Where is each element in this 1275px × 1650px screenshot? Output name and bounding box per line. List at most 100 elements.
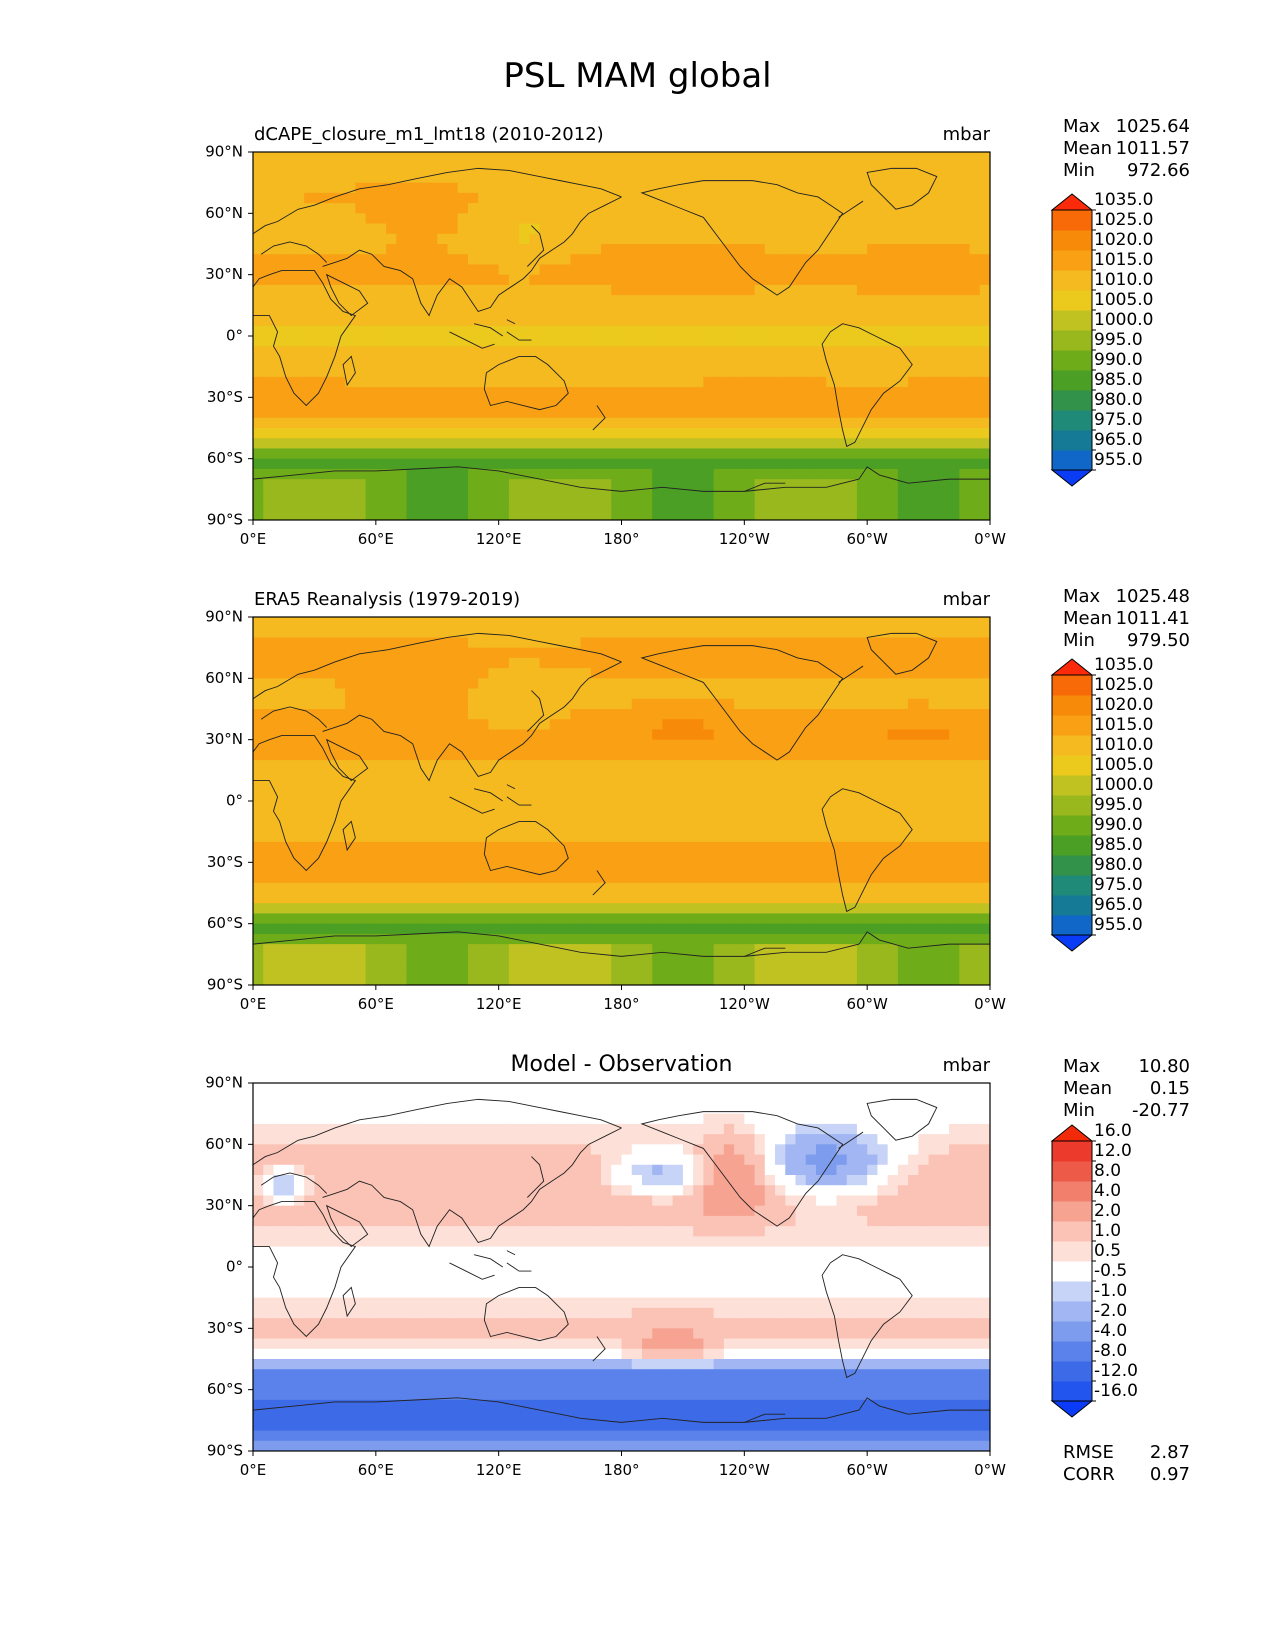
field-cell bbox=[672, 325, 684, 337]
field-cell bbox=[734, 841, 745, 853]
field-cell bbox=[938, 417, 950, 429]
field-cell bbox=[918, 780, 930, 792]
field-cell bbox=[805, 315, 817, 327]
field-cell bbox=[867, 862, 879, 874]
field-cell bbox=[345, 780, 356, 792]
field-cell bbox=[488, 346, 500, 358]
field-cell bbox=[846, 627, 858, 639]
field-cell bbox=[611, 862, 623, 874]
field-cell bbox=[877, 509, 889, 520]
field-cell bbox=[764, 841, 776, 853]
field-cell bbox=[918, 489, 930, 501]
field-cell bbox=[764, 152, 776, 163]
field-cell bbox=[549, 264, 561, 276]
field-cell bbox=[590, 760, 602, 771]
field-cell bbox=[396, 668, 408, 679]
field-cell bbox=[529, 295, 541, 306]
field-cell bbox=[478, 264, 490, 276]
field-cell bbox=[611, 668, 623, 679]
field-cell bbox=[979, 841, 990, 853]
field-cell bbox=[775, 678, 786, 690]
field-cell bbox=[590, 770, 602, 782]
field-cell bbox=[355, 657, 367, 669]
field-cell bbox=[795, 223, 807, 235]
field-cell bbox=[263, 182, 275, 194]
field-cell bbox=[764, 617, 776, 628]
field-cell bbox=[928, 780, 940, 792]
field-cell bbox=[846, 213, 858, 225]
field-cell bbox=[406, 831, 418, 843]
field-cell bbox=[570, 407, 582, 419]
field-cell bbox=[273, 852, 285, 863]
field-cell bbox=[764, 366, 776, 378]
field-cell bbox=[713, 893, 725, 904]
field-cell bbox=[631, 499, 643, 511]
field-cell bbox=[396, 709, 408, 720]
field-cell bbox=[457, 657, 469, 669]
field-cell bbox=[447, 923, 459, 935]
field-cell bbox=[969, 933, 981, 945]
field-cell bbox=[611, 346, 623, 358]
field-cell bbox=[918, 264, 930, 276]
field-cell bbox=[713, 647, 725, 659]
field-cell bbox=[304, 893, 316, 904]
field-cell bbox=[908, 770, 919, 782]
field-cell bbox=[959, 264, 971, 276]
field-cell bbox=[263, 821, 275, 833]
field-cell bbox=[447, 903, 459, 915]
field-cell bbox=[631, 479, 643, 490]
field-cell bbox=[314, 811, 326, 823]
field-cell bbox=[693, 162, 704, 174]
field-cell bbox=[365, 479, 377, 490]
field-cell bbox=[263, 841, 275, 853]
field-cell bbox=[734, 499, 745, 511]
field-cell bbox=[703, 387, 715, 398]
field-cell bbox=[764, 668, 776, 679]
field-cell bbox=[764, 244, 776, 255]
field-cell bbox=[949, 387, 960, 398]
field-cell bbox=[918, 152, 930, 163]
field-cell bbox=[519, 509, 530, 520]
field-cell bbox=[682, 760, 694, 771]
field-cell bbox=[795, 780, 807, 792]
field-cell bbox=[641, 305, 653, 317]
field-cell bbox=[427, 668, 438, 679]
field-cell bbox=[836, 647, 848, 659]
field-cell bbox=[867, 264, 879, 276]
field-cell bbox=[621, 397, 633, 409]
field-cell bbox=[345, 801, 356, 812]
field-cell bbox=[938, 739, 950, 751]
field-cell bbox=[795, 933, 807, 945]
field-cell bbox=[652, 647, 664, 659]
field-cell bbox=[334, 944, 346, 955]
field-cell bbox=[969, 223, 981, 235]
field-cell bbox=[508, 305, 520, 317]
field-cell bbox=[754, 893, 766, 904]
field-cell bbox=[253, 923, 264, 935]
field-cell bbox=[529, 509, 541, 520]
field-cell bbox=[293, 801, 305, 812]
field-cell bbox=[887, 152, 899, 163]
field-cell bbox=[693, 780, 704, 792]
field-cell bbox=[293, 729, 305, 741]
field-cell bbox=[928, 315, 940, 327]
field-cell bbox=[560, 801, 571, 812]
field-cell bbox=[897, 821, 909, 833]
field-cell bbox=[631, 192, 643, 204]
field-cell bbox=[846, 509, 858, 520]
field-cell bbox=[355, 668, 367, 679]
field-cell bbox=[785, 407, 797, 419]
field-cell bbox=[396, 852, 408, 863]
field-cell bbox=[877, 438, 889, 450]
field-cell bbox=[590, 709, 602, 720]
colorbar-segment bbox=[1052, 230, 1092, 251]
field-cell bbox=[856, 428, 868, 439]
field-cell bbox=[928, 356, 940, 368]
field-cell bbox=[918, 387, 930, 398]
field-cell bbox=[969, 244, 981, 255]
field-cell bbox=[969, 668, 981, 679]
field-cell bbox=[877, 499, 889, 511]
field-cell bbox=[949, 356, 960, 368]
field-cell bbox=[508, 862, 520, 874]
field-cell bbox=[795, 719, 807, 731]
